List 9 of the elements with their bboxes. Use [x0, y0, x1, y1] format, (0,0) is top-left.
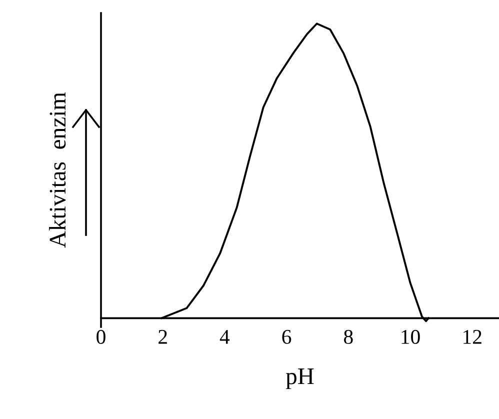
x-tick-label: 8: [344, 330, 353, 344]
x-tick-label: 4: [220, 330, 230, 344]
y-axis-title: Aktivitas enzim: [49, 92, 66, 248]
x-tick-label: 2: [158, 330, 167, 344]
x-tick-label: 10: [402, 330, 420, 344]
x-axis-title: pH: [286, 368, 314, 390]
x-tick-label: 0: [96, 330, 106, 344]
x-tick-label: 12: [464, 330, 482, 344]
x-tick-label: 6: [282, 330, 292, 344]
